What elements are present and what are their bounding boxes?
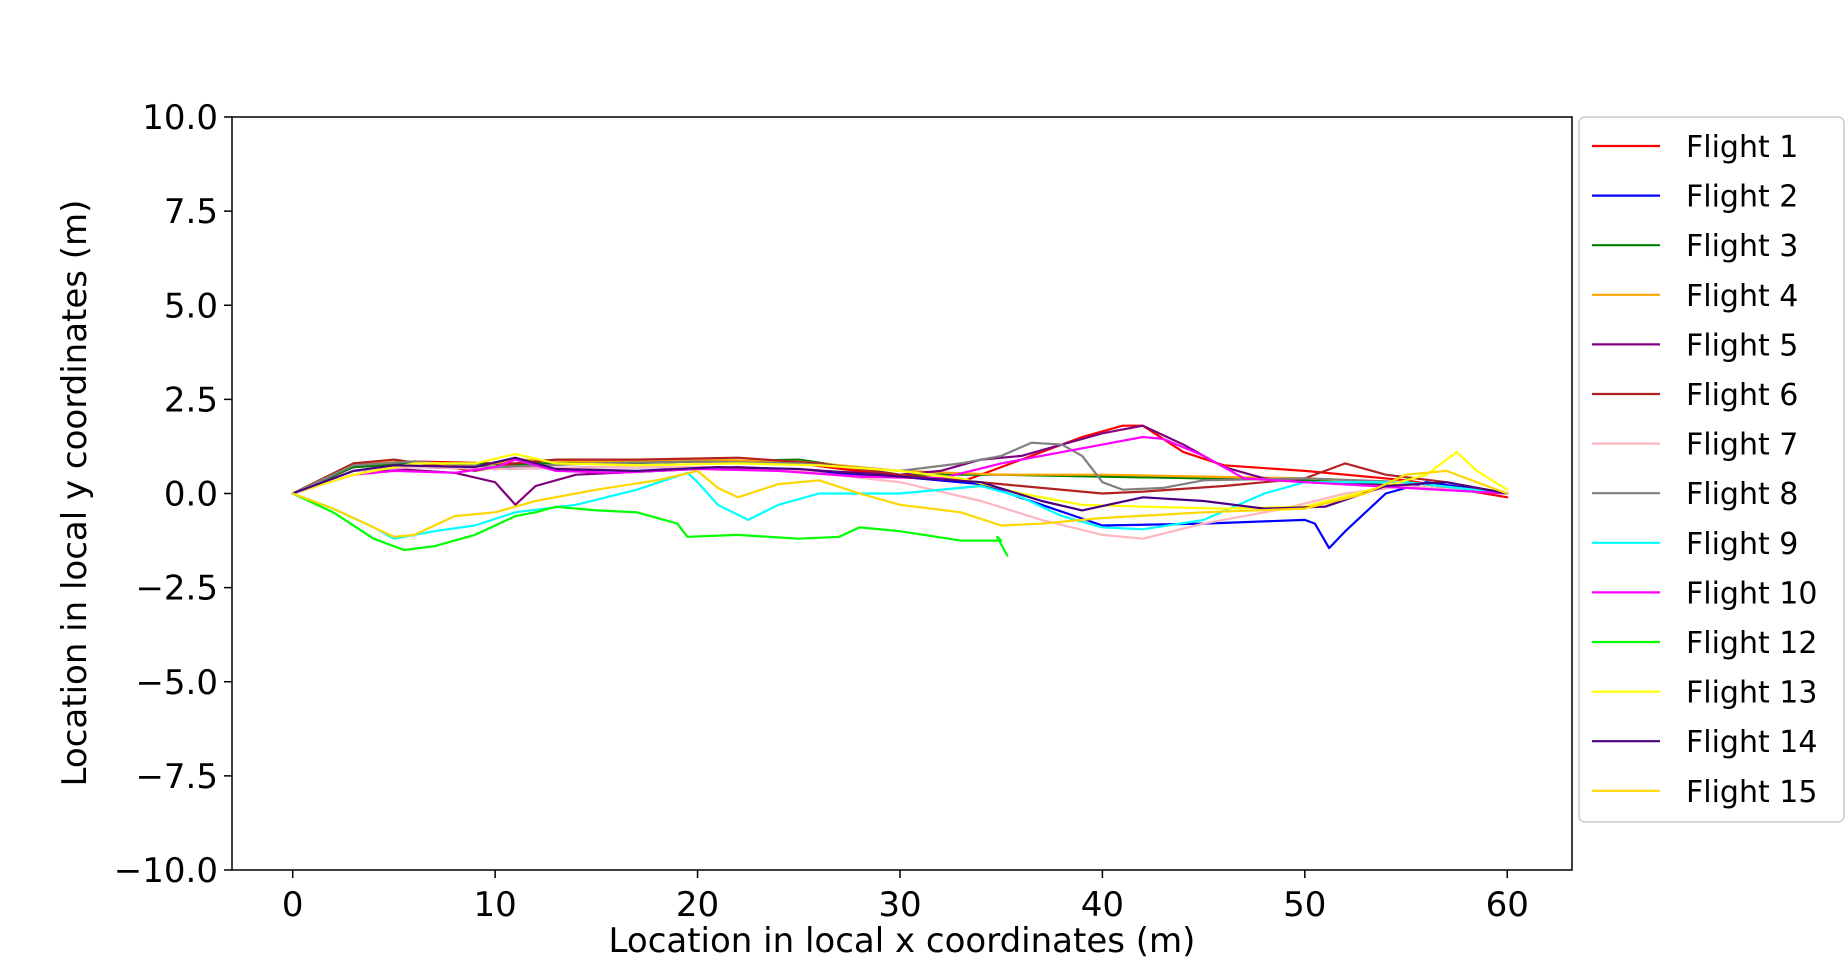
y-tick-label: 5.0 (164, 286, 218, 326)
y-axis-title: Location in local y coordinates (m) (55, 200, 95, 787)
x-tick-label: 20 (676, 885, 719, 925)
x-tick-label: 40 (1081, 885, 1124, 925)
legend-label-1: Flight 1 (1686, 130, 1798, 165)
legend-label-14: Flight 15 (1686, 775, 1817, 810)
legend-label-9: Flight 9 (1686, 527, 1798, 562)
x-axis-ticks: 0 10 20 30 40 50 60 (282, 870, 1529, 925)
legend-label-10: Flight 10 (1686, 576, 1817, 611)
y-tick-label: 0.0 (164, 475, 218, 515)
y-axis-ticks: 10.0 7.5 5.0 2.5 0.0 −2.5 −5.0 −7.5 −10.0 (114, 98, 232, 891)
x-tick-label: 50 (1283, 885, 1326, 925)
series-line-11 (291, 492, 1009, 557)
x-tick-label: 30 (878, 885, 921, 925)
y-tick-label: −2.5 (135, 569, 218, 609)
series-line-8 (291, 441, 1509, 495)
x-tick-label: 0 (282, 885, 304, 925)
y-tick-label: 2.5 (164, 380, 218, 420)
legend-label-12: Flight 13 (1686, 676, 1817, 711)
legend-label-5: Flight 5 (1686, 328, 1798, 363)
legend-label-11: Flight 12 (1686, 626, 1817, 661)
x-tick-label: 10 (474, 885, 517, 925)
series-line-12 (291, 451, 1509, 510)
x-axis-title: Location in local x coordinates (m) (609, 921, 1196, 961)
x-tick-label: 60 (1486, 885, 1529, 925)
legend-label-13: Flight 14 (1686, 725, 1817, 760)
legend-label-8: Flight 8 (1686, 477, 1798, 512)
series-line-14 (291, 469, 1509, 538)
legend-label-7: Flight 7 (1686, 428, 1798, 463)
legend: Flight 1 Flight 2 Flight 3 Flight 4 Flight 5… (1578, 116, 1845, 823)
series-line-9 (291, 471, 1509, 540)
y-tick-label: −10.0 (114, 851, 218, 891)
legend-label-4: Flight 4 (1686, 279, 1798, 314)
y-tick-label: −7.5 (135, 757, 218, 797)
legend-label-6: Flight 6 (1686, 378, 1798, 413)
y-tick-label: −5.0 (135, 663, 218, 703)
legend-frame (1578, 116, 1845, 823)
plot-lines-group (291, 424, 1509, 557)
series-line-7 (291, 466, 1509, 540)
legend-label-2: Flight 2 (1686, 180, 1798, 215)
y-tick-label: 7.5 (164, 192, 218, 232)
legend-label-3: Flight 3 (1686, 229, 1798, 264)
y-tick-label: 10.0 (142, 98, 218, 138)
